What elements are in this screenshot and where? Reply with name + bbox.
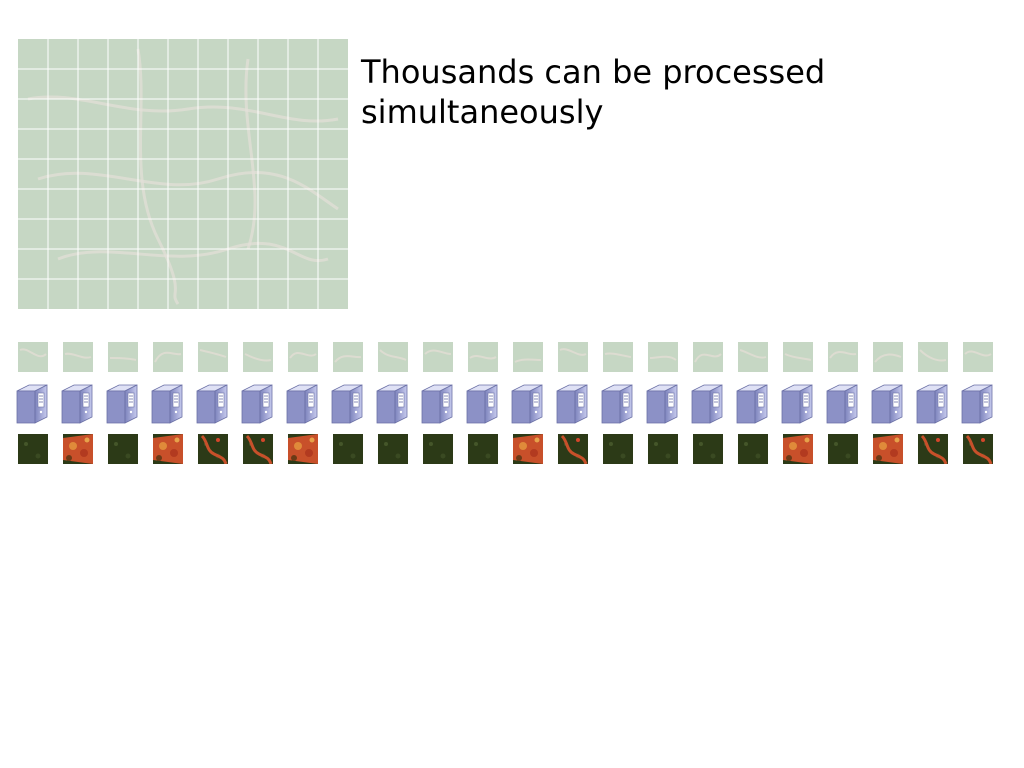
classified-tile-icon (918, 434, 948, 464)
server-icon (600, 383, 634, 425)
image-tile-icon (153, 342, 183, 372)
classified-tile-icon (558, 434, 588, 464)
server-icon (510, 383, 544, 425)
classified-tile-icon (828, 434, 858, 464)
classified-tile-icon (153, 434, 183, 464)
server-icon (150, 383, 184, 425)
image-tile-icon (603, 342, 633, 372)
image-tile-icon (378, 342, 408, 372)
classified-tile-icon (378, 434, 408, 464)
server-icon (240, 383, 274, 425)
classified-tile-icon (738, 434, 768, 464)
image-tile-icon (873, 342, 903, 372)
classified-tile-icon (873, 434, 903, 464)
image-tile-icon (243, 342, 273, 372)
image-tile-icon (918, 342, 948, 372)
image-tile-icon (828, 342, 858, 372)
image-tile-icon (333, 342, 363, 372)
server-icon (870, 383, 904, 425)
satellite-image-icon (18, 39, 348, 309)
image-tile-icon (63, 342, 93, 372)
classified-tile-icon (198, 434, 228, 464)
server-icon (735, 383, 769, 425)
image-tile-icon (738, 342, 768, 372)
server-icon (960, 383, 994, 425)
image-tile-icon (423, 342, 453, 372)
server-icon (60, 383, 94, 425)
server-icon (285, 383, 319, 425)
image-tile-icon (468, 342, 498, 372)
server-icon (105, 383, 139, 425)
classified-tile-icon (18, 434, 48, 464)
server-icon (690, 383, 724, 425)
classified-tile-icon (63, 434, 93, 464)
server-icon (375, 383, 409, 425)
image-tile-icon (648, 342, 678, 372)
image-tile-icon (288, 342, 318, 372)
classified-tile-icon (648, 434, 678, 464)
slide-caption: Thousands can be processed simultaneousl… (361, 53, 826, 131)
image-tile-icon (783, 342, 813, 372)
satellite-image-grid (18, 39, 348, 309)
server-icon (915, 383, 949, 425)
server-icon (330, 383, 364, 425)
classified-tile-icon (243, 434, 273, 464)
classified-tile-icon (693, 434, 723, 464)
classified-tile-icon (603, 434, 633, 464)
image-tile-icon (108, 342, 138, 372)
classified-tile-icon (783, 434, 813, 464)
classified-tile-icon (513, 434, 543, 464)
server-icon (195, 383, 229, 425)
image-tile-icon (963, 342, 993, 372)
server-icon (555, 383, 589, 425)
image-tile-icon (198, 342, 228, 372)
classified-tile-icon (963, 434, 993, 464)
classified-tile-icon (423, 434, 453, 464)
server-icon (420, 383, 454, 425)
classified-tile-icon (108, 434, 138, 464)
classified-tile-icon (288, 434, 318, 464)
image-tile-icon (18, 342, 48, 372)
image-tile-icon (513, 342, 543, 372)
server-icon (465, 383, 499, 425)
server-icon (15, 383, 49, 425)
classified-tile-icon (333, 434, 363, 464)
server-icon (645, 383, 679, 425)
classified-tile-icon (468, 434, 498, 464)
server-icon (825, 383, 859, 425)
server-icon (780, 383, 814, 425)
image-tile-icon (693, 342, 723, 372)
image-tile-icon (558, 342, 588, 372)
